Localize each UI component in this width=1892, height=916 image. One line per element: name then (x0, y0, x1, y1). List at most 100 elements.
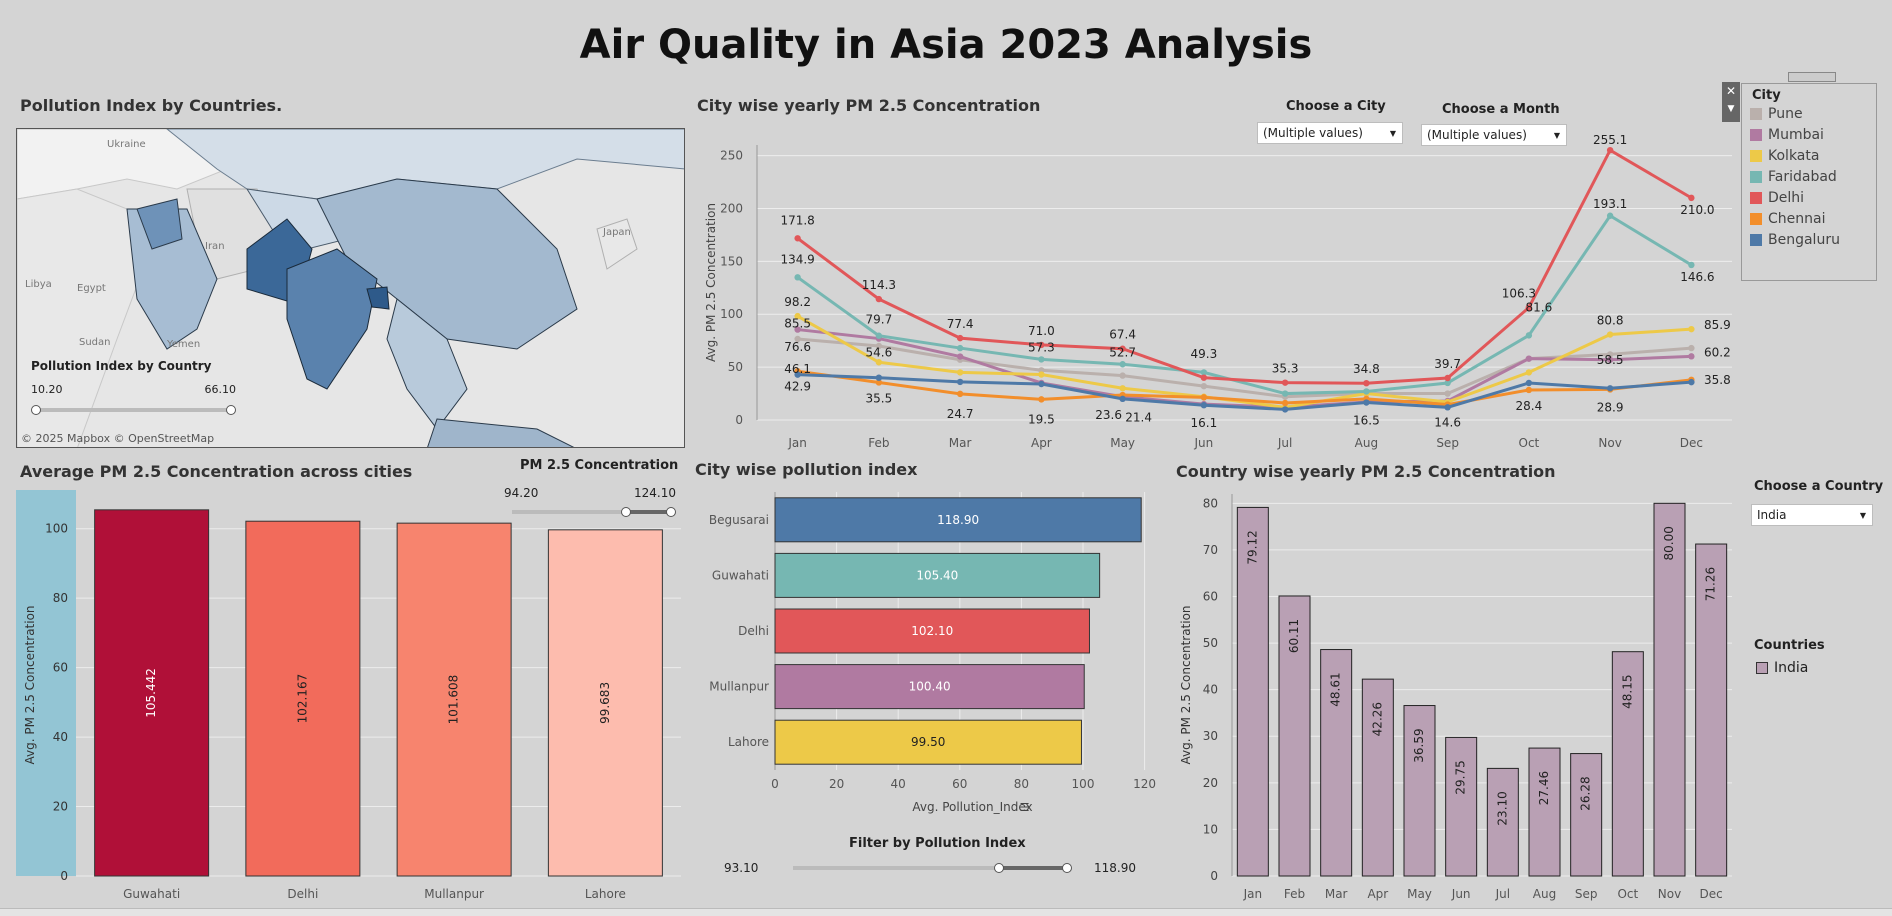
data-label: 46.1 (784, 362, 811, 376)
choose-country-dropdown[interactable]: India ▼ (1751, 504, 1873, 526)
pm25-filter-max-thumb[interactable] (666, 507, 676, 517)
data-point-faridabad (875, 332, 883, 339)
data-point-kolkata (1525, 369, 1533, 376)
city-legend-item-pune[interactable]: Pune (1750, 106, 1803, 122)
countries-legend-item[interactable]: India (1756, 660, 1808, 676)
data-label: 67.4 (1109, 328, 1136, 342)
data-point-mumbai (1525, 355, 1533, 362)
pollution-filter-track[interactable] (793, 866, 1068, 870)
data-label: 28.4 (1516, 399, 1543, 413)
bar-value-label: 105.40 (916, 568, 958, 582)
city-legend-item-kolkata[interactable]: Kolkata (1750, 148, 1819, 164)
bar-delhi (245, 520, 361, 877)
legend-controls[interactable]: ✕ ▼ (1722, 82, 1740, 122)
data-label: 171.8 (780, 213, 814, 227)
country-bar-chart[interactable]: 0 10 20 30 40 50 60 70 80 Avg. PM 2.5 Concentrati… (1176, 490, 1736, 902)
legend-label: Kolkata (1768, 148, 1820, 164)
legend-label: Chennai (1768, 211, 1826, 227)
bar-value-label: 60.11 (1287, 619, 1301, 653)
data-label: 85.9 (1704, 318, 1731, 332)
close-icon[interactable]: ✕ (1725, 84, 1737, 98)
data-label: 85.5 (784, 317, 811, 331)
x-tick-label: Nov (1658, 887, 1681, 901)
bar-mullanpur (396, 522, 512, 877)
data-point-pune (1119, 372, 1126, 379)
map-legend-slider-max-thumb[interactable] (226, 405, 236, 415)
hbar-begusarai (774, 497, 1142, 543)
bar-may (1403, 705, 1436, 877)
city-legend-item-mumbai[interactable]: Mumbai (1750, 127, 1824, 143)
chevron-down-icon[interactable]: ▼ (1727, 104, 1735, 114)
data-point-delhi (1038, 341, 1045, 349)
x-tick-label: Delhi (287, 887, 318, 901)
avg-bar-chart[interactable]: 0 20 40 60 80 100 Avg. PM 2.5 Concentration 105… (16, 490, 686, 902)
choose-city-dropdown[interactable]: (Multiple values) ▼ (1257, 122, 1403, 144)
pm25-filter-min: 94.20 (504, 486, 539, 500)
x-tick-label: Jan (1243, 887, 1263, 901)
data-label: 210.0 (1680, 203, 1714, 217)
countries-legend-label: India (1774, 660, 1809, 676)
x-tick-label: Sep (1436, 436, 1459, 450)
data-label: 193.1 (1593, 197, 1627, 211)
map-legend-slider-min-thumb[interactable] (31, 405, 41, 415)
x-tick-label: Feb (868, 436, 889, 450)
x-tick-label: Mar (949, 436, 972, 450)
data-point-chennai (1525, 386, 1533, 394)
x-tick-label: 80 (1014, 777, 1029, 791)
pm25-filter-min-thumb[interactable] (621, 507, 631, 517)
bar-value-label: 99.683 (598, 682, 612, 724)
data-point-pune (1688, 344, 1695, 352)
map-label-yemen: Yemen (167, 339, 201, 350)
hbar-chart[interactable]: 0 20 40 60 80 100 120 Avg. Pollution_Index☰ 118.… (695, 486, 1165, 822)
choose-month-dropdown[interactable]: (Multiple values) ▼ (1421, 124, 1567, 146)
bar-sep (1570, 753, 1603, 877)
city-legend-item-chennai[interactable]: Chennai (1750, 211, 1825, 227)
x-tick-label: Sep (1575, 887, 1598, 901)
legend-drag-handle[interactable] (1788, 72, 1836, 82)
bar-feb (1278, 595, 1311, 877)
data-point-faridabad (1606, 212, 1614, 219)
y-axis-label: Avg. PM 2.5 Concentration (23, 605, 37, 764)
x-tick-label: Jan (787, 436, 807, 450)
bar-value-label: 118.90 (937, 513, 979, 527)
city-legend-item-faridabad[interactable]: Faridabad (1750, 169, 1837, 185)
pm25-filter-track[interactable] (512, 510, 672, 514)
map-label-libya: Libya (25, 279, 52, 290)
data-point-kolkata (1606, 331, 1614, 338)
map-attribution[interactable]: © 2025 Mapbox © OpenStreetMap (21, 432, 215, 445)
data-point-faridabad (1688, 261, 1695, 269)
pollution-map[interactable]: Ukraine Iran Libya Egypt Sudan Yemen Jap… (16, 128, 685, 448)
bar-value-label: 102.10 (911, 624, 953, 638)
x-tick-label: Apr (1031, 436, 1052, 450)
hbar-mullanpur (774, 664, 1085, 710)
bar-value-label: 105.442 (144, 668, 158, 718)
series-line-mumbai (797, 328, 1692, 409)
data-label: 35.5 (866, 391, 893, 405)
pollution-filter-label: Filter by Pollution Index (849, 836, 1026, 851)
choose-city-value: (Multiple values) (1263, 126, 1363, 140)
y-tick-label: Mullanpur (709, 680, 769, 694)
map-legend-title: Pollution Index by Country (31, 359, 212, 373)
x-tick-label: Jun (1451, 887, 1471, 901)
y-tick-label: 40 (53, 730, 68, 744)
pollution-filter-min-thumb[interactable] (994, 863, 1004, 873)
map-region-bangladesh (366, 286, 390, 310)
city-legend-item-bengaluru[interactable]: Bengaluru (1750, 232, 1840, 248)
y-tick-label: 250 (720, 149, 743, 163)
x-tick-label: Oct (1617, 887, 1638, 901)
y-tick-label: 100 (720, 307, 743, 321)
map-region-arabia (126, 208, 218, 350)
city-legend-item-delhi[interactable]: Delhi (1750, 190, 1804, 206)
pollution-filter-max-thumb[interactable] (1062, 863, 1072, 873)
chevron-down-icon: ▼ (1389, 129, 1396, 138)
line-chart[interactable]: 0 50 100 150 200 250 Avg. PM 2.5 Concentration… (697, 135, 1737, 453)
x-tick-label: Mar (1325, 887, 1348, 901)
x-tick-label: 60 (952, 777, 967, 791)
sort-icon: ☰ (1020, 801, 1030, 814)
hbar-guwahati (774, 552, 1101, 598)
horizontal-scrollbar[interactable] (0, 908, 1892, 916)
x-tick-label: 0 (771, 777, 779, 791)
data-point-delhi (956, 334, 964, 342)
bar-nov (1653, 502, 1686, 877)
data-point-pune (1200, 382, 1208, 390)
